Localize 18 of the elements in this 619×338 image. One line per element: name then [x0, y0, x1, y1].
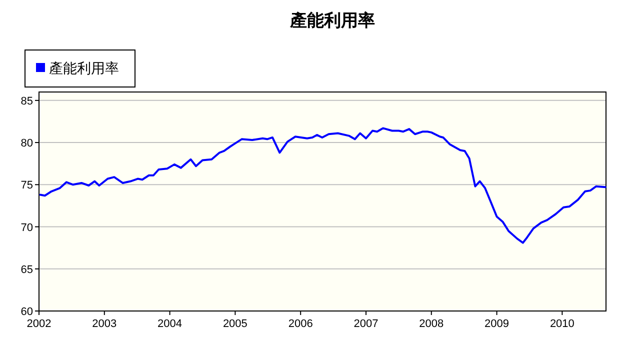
y-tick-label: 65 — [20, 264, 33, 276]
line-series — [39, 127, 606, 244]
x-tick-label: 2005 — [222, 318, 248, 330]
y-tick-label: 60 — [20, 306, 33, 318]
legend-label: 產能利用率 — [49, 60, 119, 76]
chart-title: 產能利用率 — [289, 11, 375, 30]
y-tick-label: 85 — [20, 95, 33, 108]
x-tick-label: 2004 — [158, 318, 182, 330]
y-tick-label: 75 — [20, 180, 33, 192]
x-tick-label: 2006 — [288, 318, 313, 330]
x-tick-label: 2009 — [484, 318, 510, 330]
x-tick-label: 2002 — [26, 318, 52, 330]
x-tick-label: 2010 — [550, 318, 574, 330]
x-tick-label: 2008 — [419, 318, 444, 330]
x-tick-label: 2007 — [354, 318, 378, 330]
y-tick-label: 70 — [20, 222, 33, 234]
x-tick-label: 2003 — [92, 318, 117, 330]
y-tick-label: 80 — [20, 138, 33, 150]
